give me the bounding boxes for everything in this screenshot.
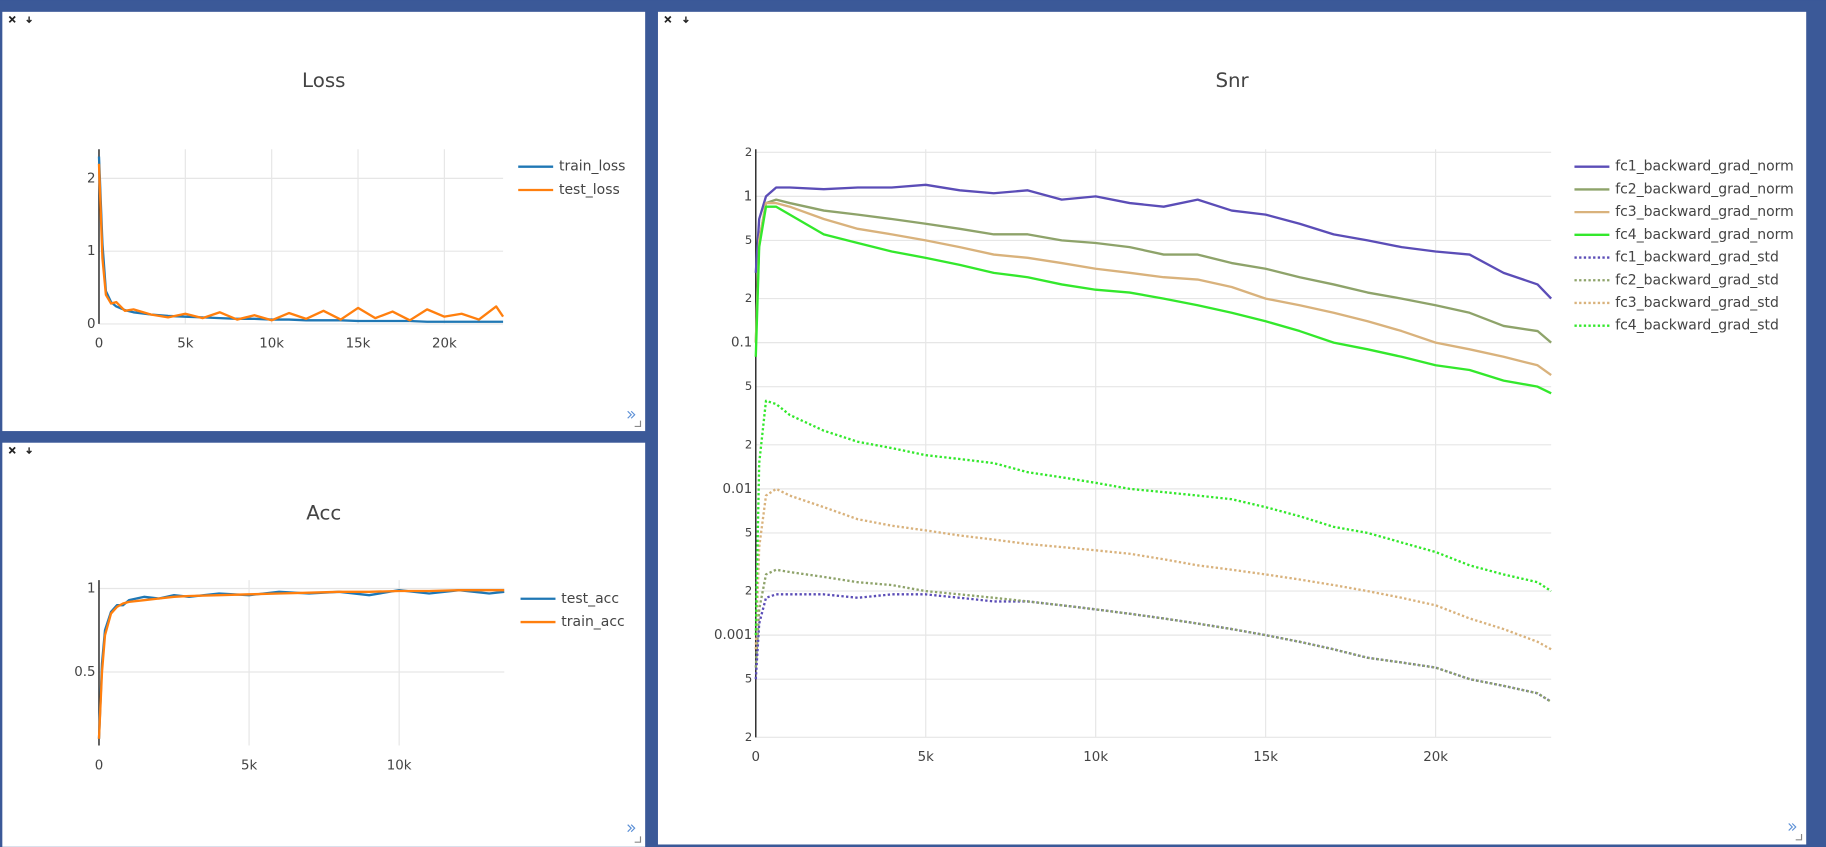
series-line — [754, 487, 1552, 651]
y-tick-label: 5 — [745, 672, 752, 686]
x-tick-label: 10k — [1083, 750, 1108, 765]
legend-label: fc2_backward_grad_std — [1615, 272, 1779, 288]
legend-label: fc4_backward_grad_std — [1615, 318, 1779, 334]
y-tick-label: 0.01 — [723, 482, 753, 497]
y-tick-label: 5 — [745, 379, 752, 393]
y-tick-label: 0.001 — [714, 628, 752, 643]
series-line — [97, 588, 505, 739]
x-tick-label: 10k — [259, 337, 284, 352]
x-tick-label: 0 — [95, 337, 104, 352]
legend-label: fc1_backward_grad_norm — [1615, 159, 1794, 175]
y-tick-label: 1 — [87, 244, 96, 259]
panel — [657, 11, 1807, 845]
series-line — [754, 399, 1552, 636]
x-tick-label: 20k — [1423, 750, 1448, 765]
x-tick-label: 5k — [177, 337, 194, 352]
x-tick-label: 0 — [95, 758, 104, 773]
y-tick-label: 1 — [87, 581, 96, 596]
legend-label: test_loss — [559, 182, 620, 198]
download-icon[interactable] — [26, 16, 689, 455]
x-tick-label: 10k — [387, 758, 412, 773]
y-tick-label: 2 — [745, 730, 752, 744]
legend-label: fc3_backward_grad_norm — [1615, 204, 1794, 220]
resize-handle[interactable] — [634, 420, 1803, 843]
x-tick-label: 5k — [918, 750, 935, 765]
y-tick-label: 2 — [745, 584, 752, 598]
panel — [2, 11, 646, 432]
series-line — [754, 568, 1552, 703]
y-tick-label: 5 — [745, 525, 752, 539]
series-line — [754, 201, 1552, 377]
y-tick-label: 0.5 — [74, 665, 95, 680]
y-tick-label: 2 — [745, 145, 752, 159]
series-line — [754, 183, 1553, 300]
chart-title: Acc — [306, 501, 341, 524]
legend-label: fc1_backward_grad_std — [1615, 250, 1779, 266]
legend-label: fc4_backward_grad_norm — [1615, 227, 1794, 243]
close-icon[interactable] — [8, 15, 672, 454]
legend-label: fc3_backward_grad_std — [1615, 295, 1779, 311]
x-tick-label: 0 — [752, 750, 761, 765]
legend-label: train_loss — [559, 159, 625, 175]
x-tick-label: 15k — [346, 337, 371, 352]
y-tick-label: 0 — [87, 317, 96, 332]
chart-title: Snr — [1215, 69, 1249, 92]
series-line — [97, 163, 505, 322]
y-tick-label: 1 — [744, 189, 753, 204]
panel — [2, 442, 646, 847]
legend-label: train_acc — [561, 614, 624, 630]
y-tick-label: 2 — [87, 171, 96, 186]
legend-label: test_acc — [561, 591, 619, 607]
y-tick-label: 0.1 — [731, 336, 752, 351]
series-line — [754, 205, 1552, 395]
y-tick-label: 2 — [745, 437, 752, 451]
x-tick-label: 5k — [241, 758, 258, 773]
x-tick-label: 15k — [1253, 750, 1278, 765]
x-tick-label: 20k — [432, 337, 457, 352]
legend-label: fc2_backward_grad_norm — [1615, 181, 1794, 197]
chart-title: Loss — [302, 69, 345, 92]
series-line — [754, 198, 1552, 344]
expand-icon[interactable] — [627, 410, 1797, 833]
y-tick-label: 2 — [745, 291, 752, 305]
y-tick-label: 5 — [745, 233, 752, 247]
